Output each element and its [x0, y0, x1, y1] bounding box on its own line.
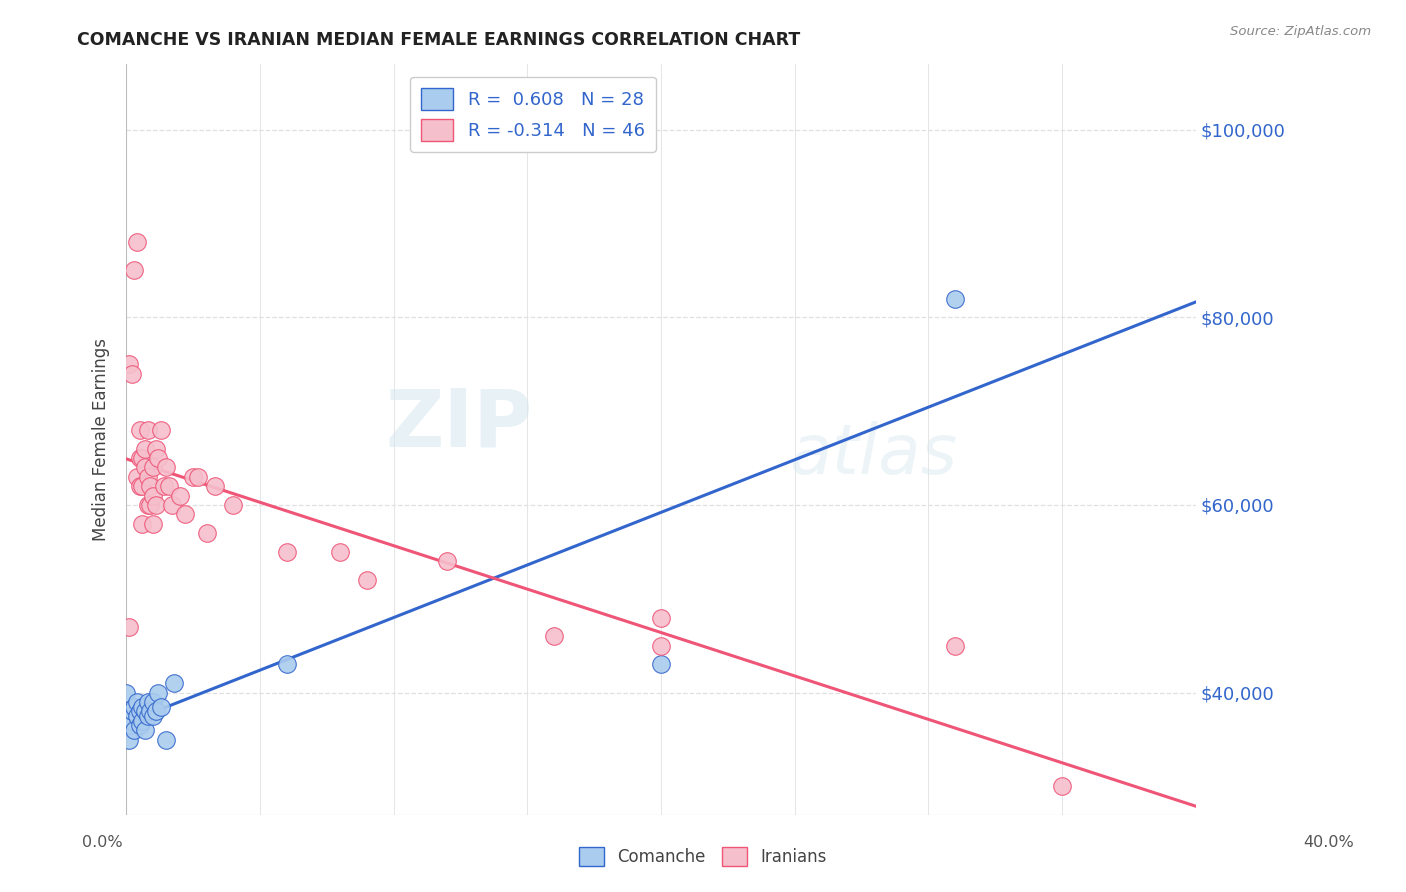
- Point: [145, 442, 167, 456]
- Point: [1050, 780, 1073, 794]
- Point: [128, 704, 150, 718]
- Point: [136, 470, 159, 484]
- Point: [124, 723, 146, 738]
- Point: [118, 357, 141, 371]
- Point: [128, 479, 150, 493]
- Point: [136, 498, 159, 512]
- Point: [121, 367, 143, 381]
- Point: [142, 516, 165, 531]
- Text: Source: ZipAtlas.com: Source: ZipAtlas.com: [1230, 25, 1371, 38]
- Point: [131, 479, 153, 493]
- Point: [136, 709, 159, 723]
- Point: [356, 573, 378, 587]
- Point: [174, 508, 197, 522]
- Point: [118, 732, 141, 747]
- Y-axis label: Median Female Earnings: Median Female Earnings: [93, 338, 110, 541]
- Point: [136, 423, 159, 437]
- Point: [115, 685, 138, 699]
- Legend: Comanche, Iranians: Comanche, Iranians: [572, 840, 834, 873]
- Point: [125, 470, 148, 484]
- Point: [118, 620, 141, 634]
- Point: [128, 718, 150, 732]
- Point: [148, 685, 170, 699]
- Point: [121, 714, 143, 728]
- Point: [131, 699, 153, 714]
- Point: [131, 714, 153, 728]
- Text: 0.0%: 0.0%: [83, 836, 122, 850]
- Text: COMANCHE VS IRANIAN MEDIAN FEMALE EARNINGS CORRELATION CHART: COMANCHE VS IRANIAN MEDIAN FEMALE EARNIN…: [77, 31, 800, 49]
- Point: [204, 479, 226, 493]
- Point: [169, 489, 191, 503]
- Point: [142, 489, 165, 503]
- Point: [125, 235, 148, 250]
- Point: [222, 498, 245, 512]
- Point: [142, 460, 165, 475]
- Point: [125, 709, 148, 723]
- Point: [943, 292, 966, 306]
- Point: [329, 545, 352, 559]
- Point: [131, 451, 153, 466]
- Text: atlas: atlas: [789, 421, 957, 488]
- Point: [124, 263, 146, 277]
- Point: [134, 442, 156, 456]
- Point: [160, 498, 183, 512]
- Point: [134, 723, 156, 738]
- Point: [195, 526, 218, 541]
- Point: [121, 704, 143, 718]
- Point: [163, 676, 186, 690]
- Point: [155, 460, 177, 475]
- Text: 40.0%: 40.0%: [1303, 836, 1354, 850]
- Point: [436, 554, 458, 568]
- Point: [142, 709, 165, 723]
- Point: [131, 516, 153, 531]
- Point: [139, 479, 162, 493]
- Point: [139, 704, 162, 718]
- Point: [139, 498, 162, 512]
- Point: [134, 704, 156, 718]
- Point: [152, 479, 174, 493]
- Point: [136, 695, 159, 709]
- Point: [150, 423, 173, 437]
- Point: [650, 657, 672, 672]
- Point: [650, 610, 672, 624]
- Point: [181, 470, 204, 484]
- Point: [128, 423, 150, 437]
- Legend: R =  0.608   N = 28, R = -0.314   N = 46: R = 0.608 N = 28, R = -0.314 N = 46: [411, 77, 655, 152]
- Point: [543, 629, 565, 643]
- Point: [134, 460, 156, 475]
- Point: [145, 704, 167, 718]
- Point: [145, 498, 167, 512]
- Point: [124, 699, 146, 714]
- Point: [155, 732, 177, 747]
- Point: [650, 639, 672, 653]
- Point: [125, 695, 148, 709]
- Point: [157, 479, 180, 493]
- Point: [276, 657, 298, 672]
- Point: [148, 451, 170, 466]
- Point: [943, 639, 966, 653]
- Point: [150, 699, 173, 714]
- Point: [118, 718, 141, 732]
- Point: [187, 470, 209, 484]
- Point: [142, 695, 165, 709]
- Point: [128, 451, 150, 466]
- Point: [276, 545, 298, 559]
- Text: ZIP: ZIP: [385, 385, 533, 463]
